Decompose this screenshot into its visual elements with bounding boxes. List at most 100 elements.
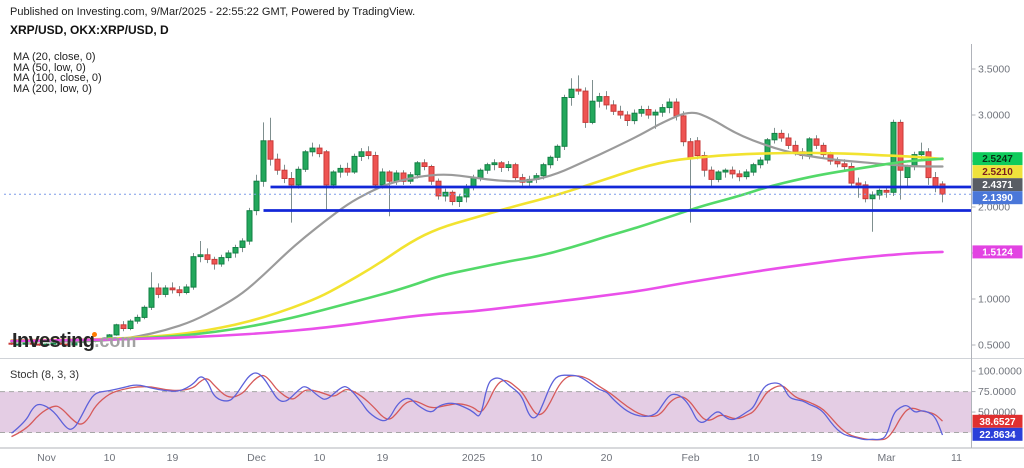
- ma-line[interactable]: [10, 157, 944, 343]
- candle: [869, 194, 876, 200]
- candle: [113, 324, 120, 336]
- price-value-text: 1.5124: [982, 247, 1013, 258]
- axis-tick-label: 10: [104, 452, 116, 464]
- candle: [232, 247, 239, 254]
- candle: [246, 210, 253, 242]
- candle: [757, 159, 764, 166]
- price-value-text: 22.8634: [979, 430, 1016, 441]
- candle: [456, 196, 463, 202]
- axis-tick-label: 2025: [462, 452, 486, 464]
- candle: [169, 287, 176, 291]
- candle: [295, 168, 302, 186]
- candle: [176, 289, 183, 294]
- candle: [820, 144, 827, 156]
- candle: [155, 287, 162, 295]
- candle: [29, 342, 36, 345]
- price-value-text: 2.5247: [982, 154, 1013, 165]
- candle: [8, 342, 15, 345]
- axis-tick-label: 10: [531, 452, 543, 464]
- candle: [848, 166, 855, 184]
- candle: [659, 107, 666, 113]
- candle: [568, 88, 575, 98]
- ma-line[interactable]: [10, 111, 944, 343]
- candle: [302, 151, 309, 170]
- ma-line[interactable]: [10, 151, 944, 342]
- stoch-panel: [0, 372, 971, 441]
- axis-tick-label: Feb: [681, 452, 699, 464]
- candles: [8, 75, 946, 346]
- candle: [498, 162, 505, 168]
- candle: [771, 132, 778, 141]
- candle: [512, 164, 519, 179]
- axis-tick-label: 11: [951, 452, 962, 464]
- candle: [729, 169, 736, 175]
- candle: [631, 112, 638, 122]
- main-chart-area[interactable]: [0, 40, 971, 356]
- candle: [589, 100, 596, 123]
- axis-tick-label: 20: [601, 452, 613, 464]
- axis-tick-label: 19: [811, 452, 823, 464]
- candle: [309, 147, 316, 153]
- time-axis[interactable]: [0, 448, 1024, 468]
- candle: [939, 183, 946, 195]
- candle: [15, 343, 22, 346]
- candle: [764, 139, 771, 161]
- price-value-text: 2.4371: [982, 180, 1013, 191]
- candle: [183, 286, 190, 293]
- candle: [701, 155, 708, 171]
- axis-tick-label: 1.0000: [978, 294, 1010, 306]
- candle: [225, 252, 232, 259]
- candle: [43, 343, 50, 346]
- candle: [190, 256, 197, 288]
- candle: [211, 258, 218, 265]
- stoch-d-line[interactable]: [11, 374, 943, 441]
- candle: [134, 316, 141, 322]
- axis-tick-label: 10: [748, 452, 760, 464]
- candle: [778, 132, 785, 139]
- candle: [344, 167, 351, 173]
- candle: [22, 342, 29, 345]
- candle: [386, 171, 393, 182]
- candle: [750, 164, 757, 173]
- ma-legend-item-200: MA (200, low, 0): [13, 82, 92, 95]
- price-value-label: [972, 414, 1023, 428]
- candle: [239, 240, 246, 248]
- candle: [736, 173, 743, 178]
- candle: [127, 320, 134, 330]
- price-axis[interactable]: [971, 40, 1024, 448]
- axis-tick-label: 19: [167, 452, 179, 464]
- ma-legend-item-50: MA (50, low, 0): [13, 61, 86, 74]
- candle: [323, 151, 330, 186]
- candle: [204, 254, 211, 260]
- candle: [540, 164, 547, 177]
- candle: [148, 287, 155, 308]
- candle: [274, 158, 281, 171]
- price-value-label: [972, 165, 1023, 179]
- candle: [358, 151, 365, 157]
- ma-line[interactable]: [10, 250, 944, 343]
- candle: [617, 110, 624, 116]
- candle: [666, 101, 673, 109]
- stoch-band: [0, 391, 971, 433]
- chart-title: XRP/USD, OKX:XRP/USD, D: [10, 23, 169, 37]
- candle: [876, 189, 883, 196]
- candle: [281, 169, 288, 179]
- stoch-k-line[interactable]: [11, 372, 944, 441]
- candle: [491, 162, 498, 166]
- axes: 3.50003.00002.50002.00001.50001.00000.50…: [0, 44, 1024, 464]
- axis-tick-label: Dec: [247, 452, 266, 464]
- price-value-text: 2.5210: [982, 167, 1013, 178]
- axis-tick-label: 100.0000: [978, 366, 1022, 378]
- candle: [813, 138, 820, 146]
- candle: [645, 109, 652, 116]
- candle: [449, 191, 456, 203]
- candle: [260, 140, 267, 182]
- candle: [505, 164, 512, 168]
- candle: [624, 114, 631, 121]
- candle: [421, 162, 428, 168]
- candle: [379, 171, 386, 186]
- price-value-label: [972, 152, 1023, 166]
- investing-logo-text: Investing: [12, 330, 95, 352]
- stoch-panel-area[interactable]: [0, 361, 971, 448]
